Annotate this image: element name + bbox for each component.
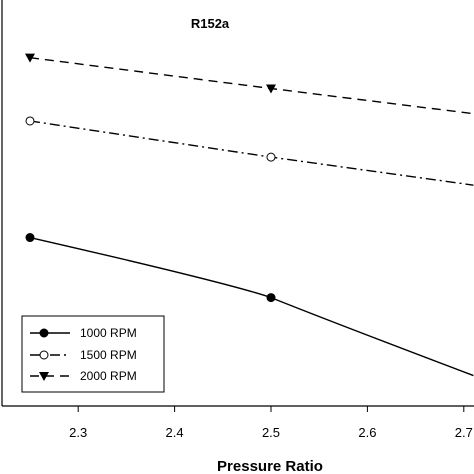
series-line — [29, 56, 474, 115]
data-point — [266, 293, 276, 303]
data-point — [266, 84, 276, 94]
legend-label: 1000 RPM — [80, 326, 137, 340]
x-tick-label: 2.3 — [69, 425, 87, 440]
data-point — [25, 116, 35, 126]
legend-marker — [39, 372, 49, 381]
x-tick-label: 2.6 — [358, 425, 376, 440]
series-1 — [25, 116, 474, 186]
legend-marker — [39, 328, 49, 338]
legend-label: 2000 RPM — [80, 369, 137, 383]
series-line — [29, 120, 474, 186]
x-tick-label: 2.4 — [166, 425, 184, 440]
series-2 — [25, 53, 474, 115]
data-point — [25, 53, 35, 63]
legend: 1000 RPM 1500 RPM 2000 RPM — [21, 315, 165, 393]
data-point — [266, 152, 276, 162]
series-layer — [25, 53, 474, 377]
x-ticks: 2.3 2.4 2.5 2.6 2.7 — [69, 406, 473, 440]
data-point — [25, 233, 35, 243]
x-axis-label: Pressure Ratio — [217, 458, 323, 474]
x-tick-label: 2.5 — [262, 425, 280, 440]
plot-frame — [1, 0, 474, 407]
series-0 — [25, 233, 474, 377]
chart-title: R152a — [191, 16, 230, 31]
legend-marker — [39, 350, 49, 360]
legend-label: 1500 RPM — [80, 348, 137, 362]
x-tick-label: 2.7 — [455, 425, 473, 440]
